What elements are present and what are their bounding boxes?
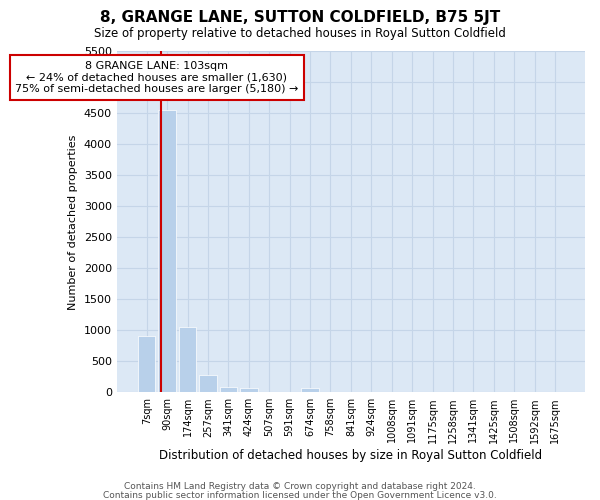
- Bar: [199, 375, 217, 392]
- Text: 8, GRANGE LANE, SUTTON COLDFIELD, B75 5JT: 8, GRANGE LANE, SUTTON COLDFIELD, B75 5J…: [100, 10, 500, 25]
- Text: Contains public sector information licensed under the Open Government Licence v3: Contains public sector information licen…: [103, 490, 497, 500]
- Bar: [301, 388, 319, 392]
- X-axis label: Distribution of detached houses by size in Royal Sutton Coldfield: Distribution of detached houses by size …: [160, 450, 542, 462]
- Bar: [240, 388, 257, 392]
- Bar: [179, 326, 196, 392]
- Bar: [220, 386, 237, 392]
- Text: Contains HM Land Registry data © Crown copyright and database right 2024.: Contains HM Land Registry data © Crown c…: [124, 482, 476, 491]
- Text: 8 GRANGE LANE: 103sqm
← 24% of detached houses are smaller (1,630)
75% of semi-d: 8 GRANGE LANE: 103sqm ← 24% of detached …: [15, 61, 299, 94]
- Text: Size of property relative to detached houses in Royal Sutton Coldfield: Size of property relative to detached ho…: [94, 28, 506, 40]
- Y-axis label: Number of detached properties: Number of detached properties: [68, 134, 78, 310]
- Bar: [158, 110, 176, 392]
- Bar: [138, 336, 155, 392]
